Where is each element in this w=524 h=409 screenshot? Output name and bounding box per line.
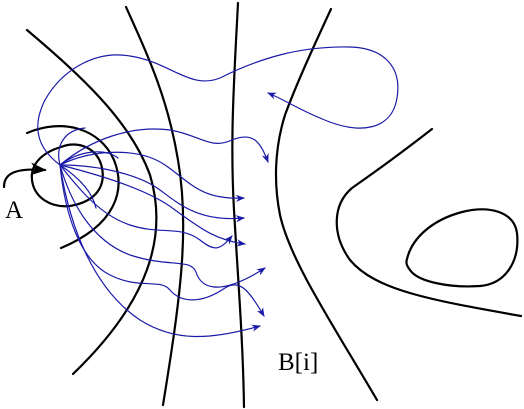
closed-curve-right (405, 208, 519, 288)
trajectory-f (59, 164, 265, 317)
label-boundary-b: B[i] (278, 349, 319, 376)
trajectory-c (59, 164, 246, 247)
trajectory-a (59, 151, 245, 202)
trajectory-upper (59, 128, 269, 166)
trajectory-loop (37, 46, 399, 166)
level-curve-outer-left (25, 28, 158, 376)
trajectory-fan-1 (59, 151, 119, 166)
trajectory-e (59, 164, 266, 288)
level-curve-boundary (231, 1, 246, 409)
level-curve-inner-arc (25, 125, 120, 250)
level-curve-second (124, 5, 185, 407)
label-source-a: A (5, 197, 24, 224)
trajectory-g (59, 164, 261, 338)
trajectory-fan-3 (59, 164, 97, 209)
trajectory-d (59, 164, 233, 249)
trajectory-b (59, 164, 245, 223)
level-curve-far-right (335, 127, 523, 318)
trajectory-fan-2 (58, 127, 86, 166)
level-curve-right (274, 7, 379, 402)
trajectories (37, 46, 399, 338)
source-arrow (2, 162, 47, 189)
